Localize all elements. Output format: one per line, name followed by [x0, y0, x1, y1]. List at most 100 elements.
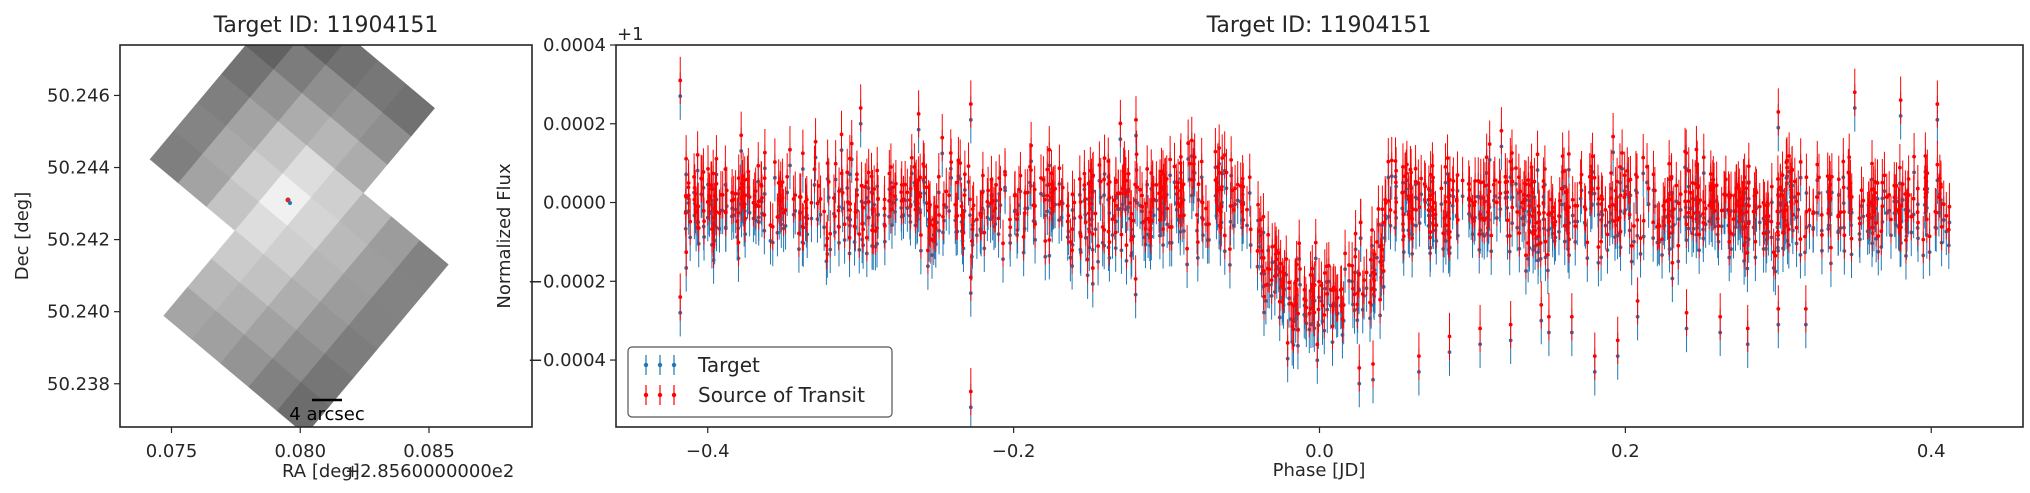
source-point	[1383, 197, 1388, 202]
source-point	[837, 189, 841, 194]
source-point	[1882, 173, 1887, 178]
source-point	[1494, 200, 1499, 205]
source-point	[1256, 202, 1260, 207]
source-point	[788, 147, 792, 152]
source-point	[1408, 199, 1413, 204]
source-point	[1454, 197, 1459, 202]
source-point	[1592, 354, 1597, 359]
source-point	[1439, 186, 1444, 191]
source-point	[1386, 198, 1391, 203]
source-point	[1484, 155, 1489, 160]
source-point	[1803, 234, 1807, 239]
source-point	[1718, 314, 1723, 319]
source-point	[1233, 186, 1237, 191]
source-point	[978, 211, 983, 216]
source-point	[1386, 159, 1391, 164]
source-point	[971, 203, 976, 208]
source-point	[1248, 227, 1253, 232]
source-point	[918, 233, 923, 237]
source-point	[1200, 200, 1204, 204]
source-point	[1842, 233, 1847, 238]
source-point	[738, 186, 743, 191]
source-point	[1126, 171, 1131, 176]
source-point	[1547, 314, 1551, 319]
source-point	[1145, 167, 1150, 171]
source-point	[1065, 219, 1070, 224]
source-point	[1546, 212, 1551, 217]
source-point	[1880, 204, 1885, 209]
image-y-tick-label: 50.242	[47, 230, 110, 251]
source-point	[1106, 229, 1111, 234]
source-point	[1401, 222, 1405, 226]
source-point	[1489, 233, 1494, 238]
source-point	[1165, 206, 1170, 211]
scalebar-label: 4 arcsec	[289, 404, 364, 425]
source-point	[1187, 161, 1192, 166]
source-point	[1785, 223, 1790, 227]
source-point	[1852, 90, 1857, 95]
source-point	[1389, 158, 1394, 163]
lightcurve-panel: Target ID: 11904151 −0.4 −0.2 0.0 0.2 0.4 −0…	[494, 13, 2024, 481]
source-point	[1477, 232, 1482, 237]
source-point	[1894, 207, 1898, 212]
source-point	[1358, 220, 1363, 225]
source-point	[1670, 209, 1674, 214]
image-x-tick-label: 0.080	[274, 441, 326, 462]
source-point	[1426, 208, 1431, 213]
lightcurve-title: Target ID: 11904151	[1206, 13, 1432, 38]
source-point	[1047, 238, 1052, 242]
source-point	[890, 207, 894, 212]
source-point	[1485, 210, 1490, 215]
source-point	[1906, 193, 1911, 198]
source-point	[742, 178, 747, 182]
source-point	[1829, 245, 1833, 250]
source-point	[791, 197, 796, 201]
source-point	[882, 197, 887, 202]
source-point	[1635, 299, 1640, 303]
source-point	[803, 199, 808, 204]
source-point	[1787, 154, 1792, 158]
source-point	[1538, 241, 1543, 245]
source-point	[1381, 269, 1386, 273]
source-point	[1784, 208, 1788, 213]
source-point	[1676, 243, 1681, 248]
source-point	[1228, 247, 1232, 252]
source-point	[824, 243, 829, 248]
source-point	[1515, 210, 1520, 214]
source-point	[1213, 178, 1218, 183]
source-point	[1526, 193, 1531, 198]
source-point	[1161, 185, 1166, 190]
source-point	[1662, 208, 1667, 212]
lightcurve-x-tick-label: −0.4	[686, 441, 730, 462]
source-point	[723, 209, 728, 214]
source-point	[1764, 231, 1768, 236]
source-point	[1096, 244, 1100, 248]
source-point	[1448, 177, 1452, 182]
source-point	[994, 182, 998, 187]
source-point	[1912, 154, 1916, 159]
source-point	[1828, 182, 1833, 187]
source-point	[1868, 200, 1873, 204]
source-point	[861, 205, 865, 210]
source-point	[1159, 195, 1164, 200]
source-point	[1690, 215, 1694, 220]
source-point	[1304, 305, 1309, 310]
source-point	[1407, 216, 1412, 221]
source-point	[1280, 284, 1285, 289]
source-point	[1428, 235, 1433, 240]
source-point	[1370, 228, 1374, 232]
source-point	[1195, 213, 1199, 217]
source-point	[1683, 149, 1687, 154]
source-point	[1887, 192, 1892, 197]
source-point	[1508, 159, 1513, 164]
source-point	[1651, 172, 1656, 177]
source-point	[1161, 227, 1165, 232]
source-point	[1143, 226, 1148, 231]
source-point	[1195, 240, 1200, 244]
source-point	[1585, 240, 1590, 245]
source-point	[974, 217, 979, 222]
source-point	[1710, 181, 1715, 186]
image-y-tick-label: 50.240	[47, 302, 110, 323]
source-point	[1836, 213, 1841, 218]
source-point	[1282, 271, 1287, 276]
